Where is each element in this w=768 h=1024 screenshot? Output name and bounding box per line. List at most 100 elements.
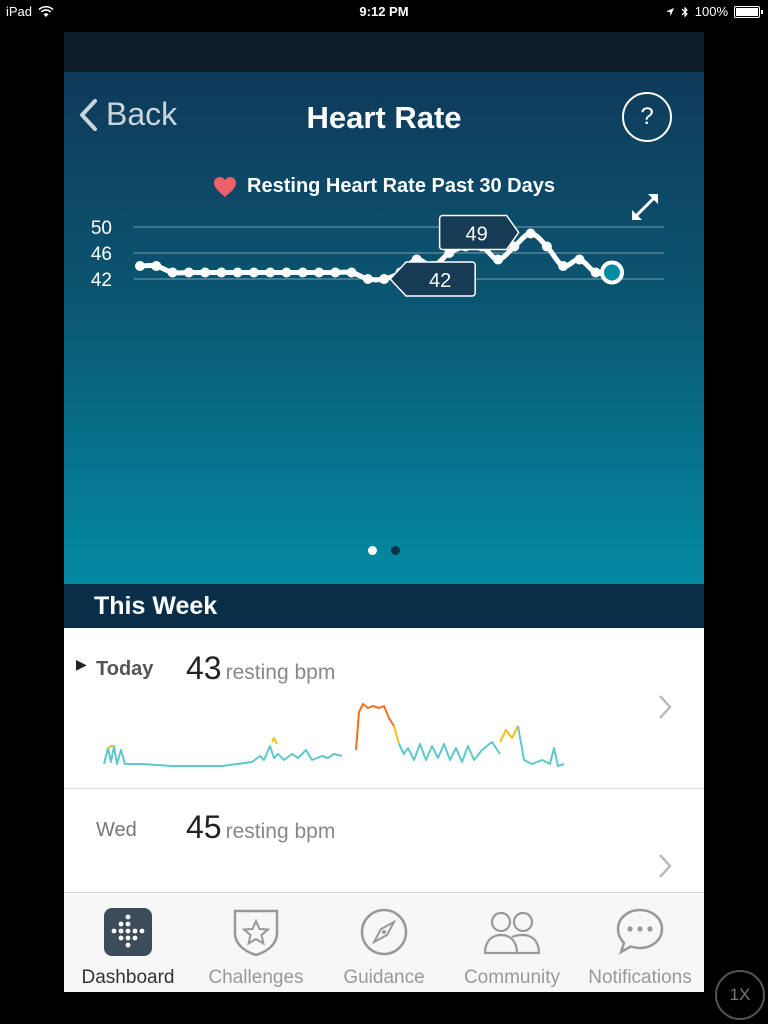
day-row-today[interactable]: ▶ Today 43 resting bpm: [64, 628, 704, 788]
min-value-callout: [389, 261, 476, 297]
data-point: [281, 267, 292, 278]
y-tick-label: 42: [91, 270, 112, 291]
data-point: [362, 274, 373, 284]
resting-bpm-value: 45 resting bpm: [186, 809, 335, 846]
trace-segment: [517, 725, 565, 767]
heart-rate-hero: Back Heart Rate ? Resting Heart Rate Pas…: [64, 72, 704, 584]
trace-segment: [499, 725, 519, 743]
expand-triangle-icon: ▶: [76, 656, 87, 672]
tab-label: Challenges: [208, 967, 304, 988]
trace-segment: [355, 703, 395, 751]
dashboard-icon: [104, 908, 152, 956]
data-point: [183, 267, 194, 278]
page-title: Heart Rate: [306, 100, 462, 135]
data-point: [509, 241, 520, 252]
data-point: [248, 267, 259, 278]
chevron-left-icon: [80, 98, 97, 131]
bpm-number: 43: [186, 650, 222, 686]
day-label: Today: [96, 658, 154, 680]
location-arrow-icon: [665, 7, 674, 16]
row-divider: [64, 788, 704, 789]
max-value-label: 49: [465, 224, 487, 246]
compass-icon: [360, 908, 408, 956]
day-row-wed[interactable]: Wed 45 resting bpm: [64, 789, 704, 892]
min-value-label: 42: [429, 270, 451, 292]
resting-bpm-value: 43 resting bpm: [186, 650, 335, 687]
daily-heart-rate-trace: [103, 703, 565, 767]
tab-notifications[interactable]: Notifications: [576, 893, 704, 992]
chart-title: Resting Heart Rate Past 30 Days: [247, 175, 555, 197]
status-time: 9:12 PM: [359, 4, 409, 19]
tab-dashboard[interactable]: Dashboard: [64, 893, 192, 992]
data-point: [297, 267, 308, 278]
expand-icon[interactable]: [628, 190, 662, 224]
back-label: Back: [106, 96, 178, 132]
tab-challenges[interactable]: Challenges: [192, 893, 320, 992]
heart-icon: [214, 176, 237, 197]
week-list: ▶ Today 43 resting bpm Wed 45 resting bpm: [64, 628, 704, 892]
tab-label: Dashboard: [81, 967, 175, 988]
data-point: [135, 261, 145, 271]
bpm-unit: resting bpm: [225, 661, 336, 684]
top-strip: [64, 32, 704, 72]
app-window: Back Heart Rate ? Resting Heart Rate Pas…: [64, 32, 704, 992]
data-point: [314, 267, 325, 278]
data-point: [232, 267, 243, 278]
challenges-star-icon: [233, 909, 279, 957]
page-dot-1[interactable]: [368, 546, 377, 555]
data-point: [200, 267, 211, 278]
trace-segment: [271, 737, 278, 745]
chevron-right-icon[interactable]: [658, 694, 672, 720]
trace-segment: [103, 745, 343, 767]
tab-guidance[interactable]: Guidance: [320, 893, 448, 992]
help-button[interactable]: ?: [622, 92, 672, 142]
trace-segment: [398, 741, 501, 763]
data-point: [574, 254, 585, 265]
data-point: [493, 254, 504, 265]
data-point: [558, 261, 569, 271]
data-point: [167, 267, 178, 278]
data-point: [346, 267, 357, 278]
data-point: [216, 267, 227, 278]
battery-percent: 100%: [694, 4, 728, 19]
tab-label: Notifications: [588, 967, 692, 988]
bpm-unit: resting bpm: [225, 820, 336, 843]
y-tick-label: 50: [91, 218, 112, 239]
back-button[interactable]: Back: [78, 96, 177, 133]
chevron-right-icon[interactable]: [658, 853, 672, 879]
heart-rate-chart[interactable]: 42 46 50 49 42: [64, 212, 704, 542]
community-people-icon: [483, 911, 541, 955]
day-label: Wed: [96, 819, 137, 841]
daily-heart-rate-trace: [102, 863, 582, 892]
data-point: [151, 261, 162, 271]
speech-bubble-icon: [616, 908, 664, 955]
bpm-number: 45: [186, 809, 222, 845]
series-line: [137, 231, 615, 283]
tab-bar: Dashboard Challenges Guidance: [64, 892, 704, 992]
data-point: [379, 274, 390, 284]
device-name: iPad: [6, 4, 33, 19]
y-tick-label: 46: [91, 244, 112, 265]
max-value-callout: [438, 214, 520, 251]
data-point: [590, 267, 601, 278]
page-indicator[interactable]: [64, 546, 704, 555]
trace-segment: [107, 745, 114, 749]
tab-community[interactable]: Community: [448, 893, 576, 992]
status-bar: iPad 9:12 PM 100%: [0, 0, 768, 22]
zoom-button[interactable]: 1X: [715, 970, 765, 1020]
data-point: [265, 267, 276, 278]
this-week-header: This Week: [64, 584, 704, 628]
tab-label: Community: [463, 967, 561, 988]
this-week-title: This Week: [94, 592, 218, 620]
chart-subtitle: Resting Heart Rate Past 30 Days: [64, 175, 704, 198]
battery-icon: [734, 5, 763, 18]
data-point: [444, 248, 455, 258]
data-point: [525, 228, 536, 239]
bluetooth-icon: [681, 6, 688, 17]
tab-label: Guidance: [343, 967, 425, 988]
data-point: [541, 241, 552, 252]
wifi-icon: [38, 5, 54, 17]
page-dot-2[interactable]: [391, 546, 400, 555]
trace-segment: [393, 725, 400, 745]
data-point-current: [600, 260, 624, 285]
